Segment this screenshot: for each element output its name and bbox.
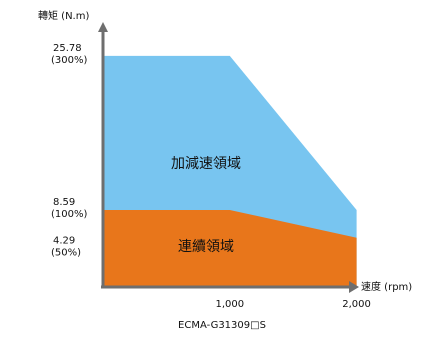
y-tick-sublabel: (50%)	[51, 248, 81, 259]
y-tick-sublabel: (300%)	[51, 55, 87, 66]
continuous-region-label: 連續領域	[178, 238, 234, 255]
x-tick-label: 2,000	[342, 299, 371, 310]
labels: 轉矩 (N.m) 速度 (rpm) ECMA-G31309□S 加減速領域 連續…	[38, 9, 412, 331]
tick-labels: 25.78(300%) 8.59(100%) 4.29(50%) 1,000 2,000	[51, 43, 371, 310]
axes	[98, 22, 359, 293]
y-tick-label: 25.78	[53, 43, 82, 54]
regions	[103, 55, 357, 288]
y-axis-title: 轉矩 (N.m)	[38, 9, 89, 22]
continuous-region-area	[103, 210, 357, 287]
y-tick-label: 4.29	[53, 236, 75, 247]
x-tick-label: 1,000	[215, 299, 244, 310]
y-tick-label: 8.59	[53, 197, 75, 208]
y-axis-arrow	[98, 22, 108, 32]
x-axis-title: 速度 (rpm)	[361, 280, 412, 293]
model-label: ECMA-G31309□S	[178, 320, 266, 331]
y-tick-sublabel: (100%)	[51, 209, 87, 220]
x-axis-arrow	[349, 281, 359, 293]
accel-region-label: 加減速領域	[171, 155, 241, 172]
